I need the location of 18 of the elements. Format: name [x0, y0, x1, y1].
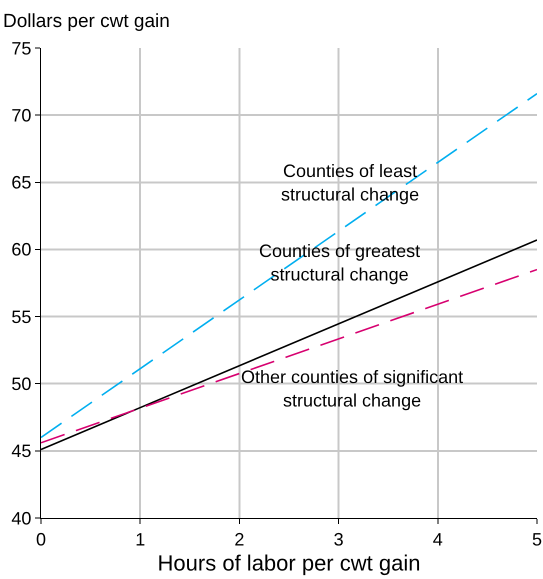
y-tick-label: 40 [11, 508, 32, 528]
y-axis-title: Dollars per cwt gain [3, 11, 170, 32]
x-tick-label: 1 [135, 530, 146, 550]
x-tick-label: 3 [334, 530, 344, 550]
y-tick-label: 60 [11, 240, 32, 260]
y-tick-label: 50 [11, 374, 32, 394]
x-axis-title: Hours of labor per cwt gain [158, 550, 420, 576]
series-label: Other counties of significant structural change [241, 367, 464, 410]
y-tick-label: 70 [11, 105, 32, 126]
y-tick-label: 45 [11, 441, 32, 462]
x-tick-label: 0 [36, 530, 46, 550]
series-label: Counties of greatest structural change [259, 241, 420, 284]
y-tick-label: 65 [11, 172, 32, 193]
x-tick-label: 2 [234, 530, 244, 550]
y-tick-label: 55 [11, 306, 32, 327]
x-tick-label: 4 [432, 530, 443, 550]
y-tick-label: 75 [11, 38, 32, 58]
x-tick-label: 5 [532, 530, 542, 550]
